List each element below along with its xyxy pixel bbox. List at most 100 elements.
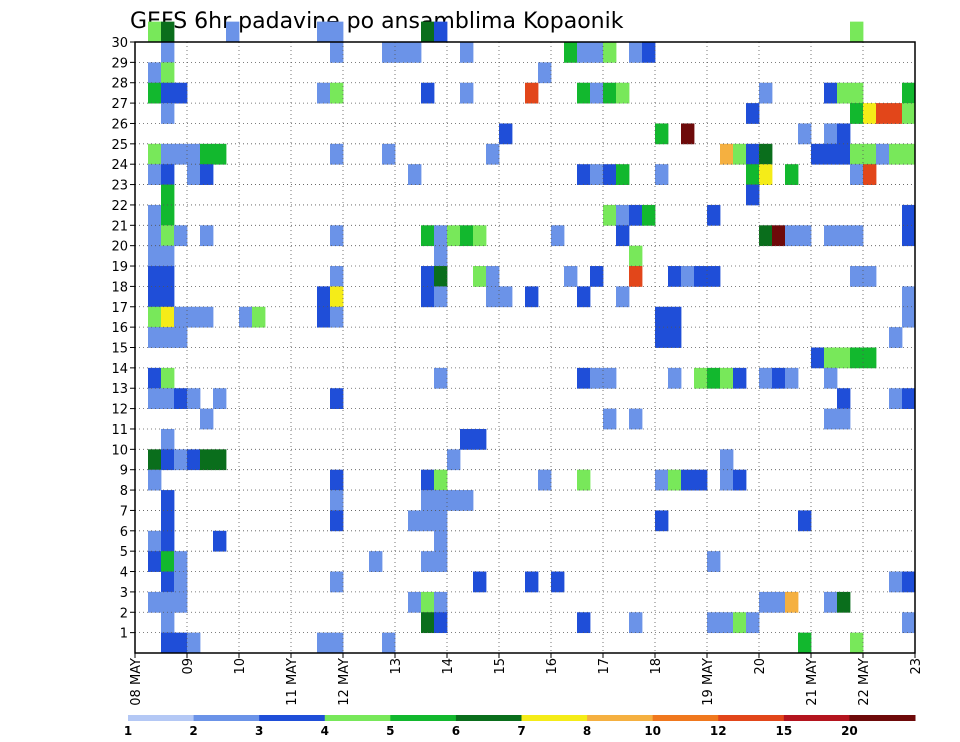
y-tick-label: 29	[111, 56, 128, 71]
heatmap-cell	[174, 449, 188, 471]
heatmap-cell	[187, 143, 201, 165]
heatmap-cell	[902, 286, 916, 308]
heatmap-cell	[629, 204, 643, 226]
heatmap-cell	[434, 245, 448, 267]
y-tick-label: 21	[111, 219, 128, 234]
heatmap-cell	[200, 143, 214, 165]
heatmap-cell	[902, 143, 916, 165]
heatmap-cell	[655, 510, 669, 532]
y-tick-label: 24	[111, 158, 128, 173]
heatmap-cell	[681, 469, 695, 491]
heatmap-cell	[590, 164, 604, 185]
heatmap-cell	[577, 82, 591, 104]
heatmap-cell	[434, 591, 448, 613]
heatmap-cell	[694, 367, 708, 389]
heatmap-cell	[850, 632, 864, 654]
heatmap-cell	[148, 591, 162, 613]
heatmap-cell	[187, 632, 201, 654]
heatmap-cell	[161, 266, 175, 287]
heatmap-cell	[850, 266, 864, 287]
heatmap-cell	[837, 408, 851, 430]
heatmap-cell	[161, 306, 175, 328]
heatmap-cell	[161, 367, 175, 389]
colorbar-label: 8	[583, 724, 591, 738]
colorbar-label: 3	[255, 724, 263, 738]
heatmap-cell	[759, 143, 773, 165]
y-tick-label: 12	[111, 403, 128, 418]
heatmap-cell	[707, 551, 721, 572]
heatmap-cell	[148, 551, 162, 572]
heatmap-cell	[395, 42, 409, 63]
heatmap-cell	[668, 266, 682, 287]
y-tick-label: 18	[111, 280, 128, 295]
y-tick-label: 5	[120, 545, 128, 560]
heatmap-cell	[590, 42, 604, 63]
y-tick-label: 17	[111, 301, 128, 316]
heatmap-cell	[200, 164, 214, 185]
heatmap-cell	[382, 632, 396, 654]
heatmap-cell	[447, 225, 461, 247]
heatmap-cell	[421, 469, 435, 491]
colorbar-swatch	[587, 715, 654, 721]
y-tick-label: 15	[111, 342, 128, 357]
y-tick-label: 19	[111, 260, 128, 275]
heatmap-cell	[577, 612, 591, 634]
heatmap-cell	[447, 490, 461, 511]
x-tick-label: 18	[649, 658, 664, 675]
heatmap-cell	[681, 123, 695, 145]
colorbar-label: 7	[517, 724, 525, 738]
heatmap-cell	[811, 143, 825, 165]
heatmap-cell	[759, 367, 773, 389]
heatmap-cell	[330, 225, 344, 247]
heatmap-cell	[707, 367, 721, 389]
heatmap-cell	[161, 164, 175, 185]
heatmap-cell	[408, 42, 422, 63]
heatmap-cell	[707, 204, 721, 226]
heatmap-cell	[161, 286, 175, 308]
heatmap-cell	[837, 388, 851, 409]
heatmap-cell	[161, 82, 175, 104]
colorbar-swatch	[324, 715, 391, 721]
heatmap-cell	[837, 82, 851, 104]
heatmap-cell	[746, 103, 760, 124]
colorbar-swatch	[193, 715, 260, 721]
heatmap-cell	[850, 103, 864, 124]
y-tick-label: 27	[111, 97, 128, 112]
y-tick-label: 16	[111, 321, 128, 336]
heatmap-cell	[421, 82, 435, 104]
y-tick-label: 6	[120, 525, 128, 540]
heatmap-cells	[148, 21, 916, 654]
y-tick-label: 11	[111, 423, 128, 438]
heatmap-cell	[421, 591, 435, 613]
heatmap-cell	[460, 490, 474, 511]
heatmap-cell	[174, 225, 188, 247]
heatmap-cell	[525, 286, 539, 308]
heatmap-cell	[317, 286, 331, 308]
heatmap-cell	[421, 510, 435, 532]
heatmap-cell	[577, 164, 591, 185]
heatmap-cell	[603, 204, 617, 226]
heatmap-cell	[824, 591, 838, 613]
heatmap-cell	[148, 449, 162, 471]
heatmap-cell	[460, 428, 474, 450]
colorbar-label: 2	[189, 724, 197, 738]
heatmap-cell	[408, 591, 422, 613]
heatmap-cell	[434, 490, 448, 511]
colorbar-label: 4	[321, 724, 329, 738]
heatmap-cell	[161, 388, 175, 409]
heatmap-cell	[707, 266, 721, 287]
heatmap-cell	[746, 184, 760, 206]
heatmap-cell	[499, 123, 513, 145]
heatmap-cell	[174, 82, 188, 104]
heatmap-cell	[720, 449, 734, 471]
heatmap-cell	[564, 42, 578, 63]
heatmap-cell	[161, 245, 175, 267]
x-tick-label: 12 MAY	[337, 658, 352, 706]
heatmap-cell	[161, 591, 175, 613]
heatmap-cell	[148, 530, 162, 552]
heatmap-cell	[668, 469, 682, 491]
heatmap-cell	[434, 21, 448, 43]
heatmap-cell	[525, 82, 539, 104]
heatmap-cell	[460, 42, 474, 63]
heatmap-cell	[213, 388, 227, 409]
